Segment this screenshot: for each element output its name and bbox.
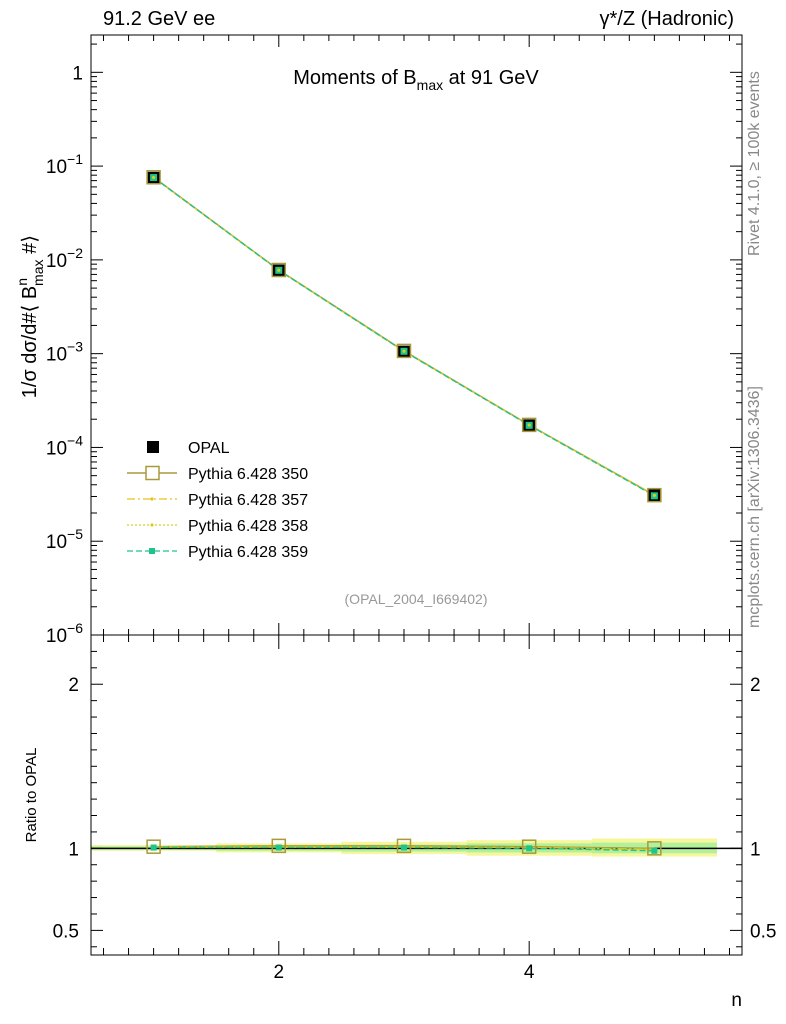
legend-item: OPAL: [147, 440, 230, 457]
p350-point: [271, 262, 287, 278]
main-panel: 1 10−1 10−2 10−3 10−4 10−5 10−6 Moments of Bmax…: [14, 34, 743, 647]
ratio-y-tick-label: 1: [68, 839, 79, 860]
ratio-p359-point: [400, 844, 407, 851]
y-axis-label: 1/σ dσ/d#⟨ Bnmax #⟩: [14, 235, 46, 398]
legend-item: Pythia 6.428 358: [127, 518, 308, 535]
ratio-p359-point: [275, 844, 282, 851]
y-tick-label: 10−5: [46, 526, 83, 553]
y-tick-label: 10−1: [46, 151, 83, 178]
ratio-panel: 0.5 0.5 1 1 2 2 2 4 n Ratio to OPAL: [23, 634, 776, 1011]
ratio-p350-point: [271, 838, 287, 854]
ratio-y-tick-label-right: 1: [750, 839, 761, 860]
legend-label: Pythia 6.428 357: [188, 492, 308, 509]
x-tick-label: 2: [273, 962, 284, 983]
legend-marker: [149, 548, 155, 554]
ratio-series-line: [153, 846, 655, 852]
ratio-p350-point: [396, 838, 412, 854]
ratio-p350-point: [647, 841, 662, 856]
ratio-frame: [90, 634, 743, 956]
header-left: 91.2 GeV ee: [103, 8, 216, 30]
legend-item: Pythia 6.428 350: [127, 465, 308, 483]
y-tick-label: 10−2: [46, 245, 83, 272]
series-line: [153, 177, 655, 497]
header-right: γ*/Z (Hadronic): [599, 8, 734, 30]
p358-point: [402, 349, 406, 353]
ratio-y-tick-label-right: 2: [750, 675, 761, 696]
p350-point: [396, 343, 412, 359]
ratio-y-axis-label: Ratio to OPAL: [23, 748, 40, 843]
legend-item: Pythia 6.428 359: [127, 544, 308, 561]
y-tick-label: 1: [72, 63, 83, 84]
x-axis-label: n: [731, 990, 742, 1011]
legend-marker-opal: [147, 441, 159, 453]
legend-marker: [145, 465, 160, 481]
ratio-p359-point: [526, 845, 533, 852]
p358-point: [652, 493, 656, 497]
ratio-p359-point: [150, 844, 157, 851]
x-tick-label: 4: [524, 962, 535, 983]
ratio-p350-point: [521, 839, 537, 854]
legend-label: Pythia 6.428 350: [188, 466, 308, 483]
analysis-id: (OPAL_2004_I669402): [345, 591, 488, 607]
p358-point: [152, 176, 156, 180]
ratio-p359-point: [651, 847, 658, 854]
chart-title: Moments of Bmax at 91 GeV: [293, 67, 539, 93]
legend-item: Pythia 6.428 357: [127, 492, 308, 509]
p350-point: [146, 170, 161, 185]
legend-marker: [150, 523, 154, 527]
ratio-y-tick-label: 0.5: [53, 921, 79, 942]
p350-point: [521, 417, 537, 433]
y-tick-label: 10−6: [46, 620, 83, 647]
y-tick-label: 10−3: [46, 339, 83, 366]
p350-point: [647, 487, 662, 503]
legend-label: Pythia 6.428 358: [188, 518, 308, 535]
y-tick-label: 10−4: [46, 432, 83, 459]
legend-marker: [150, 497, 154, 501]
ratio-series-line: [153, 846, 655, 850]
ratio-p350-point: [146, 839, 161, 854]
ratio-y-tick-label: 2: [68, 675, 79, 696]
ratio-y-tick-label-right: 0.5: [750, 921, 776, 942]
p358-point: [277, 268, 281, 272]
legend-label: Pythia 6.428 359: [188, 544, 308, 561]
p358-point: [527, 423, 531, 427]
legend-label: OPAL: [188, 440, 230, 457]
